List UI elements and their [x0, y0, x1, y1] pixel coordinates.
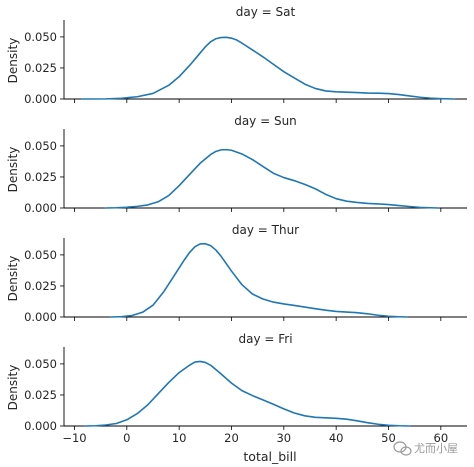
x-tick-label: 40	[329, 431, 344, 445]
x-tick-label: 10	[172, 431, 187, 445]
watermark-text: 尤而小屋	[414, 442, 458, 455]
y-tick-label: 0.050	[24, 357, 57, 371]
x-tick-label: 30	[276, 431, 291, 445]
y-axis-label: Density	[6, 147, 20, 193]
x-tick-label: 60	[434, 431, 449, 445]
x-tick-label: 0	[123, 431, 130, 445]
x-tick-label: 20	[224, 431, 239, 445]
y-tick-label: 0.050	[24, 248, 57, 262]
facet-panel: day = Thur Density 0.000 0.025 0.050	[6, 223, 467, 324]
watermark: 尤而小屋	[393, 441, 458, 456]
x-tick-label: −10	[62, 431, 86, 445]
x-tick-label: 50	[381, 431, 396, 445]
x-axis-label: total_bill	[243, 449, 296, 464]
panel-title: day = Fri	[238, 332, 292, 346]
y-tick-label: 0.025	[24, 170, 57, 184]
y-axis-label: Density	[6, 365, 20, 411]
kde-curve	[105, 148, 440, 209]
facet-panel: day = Fri Density 0.000 0.025 0.050	[6, 332, 467, 433]
y-tick-label: 0.000	[24, 92, 57, 106]
y-tick-label: 0.000	[24, 419, 57, 433]
y-tick-label: 0.025	[24, 279, 57, 293]
kde-curve	[81, 36, 455, 100]
kde-curve	[84, 360, 411, 427]
panel-title: day = Sun	[234, 114, 297, 128]
y-tick-label: 0.025	[24, 388, 57, 402]
y-tick-label: 0.050	[24, 30, 57, 44]
y-axis-label: Density	[6, 256, 20, 302]
wechat-icon	[393, 441, 412, 456]
facet-panel: day = Sat Density 0.000 0.025 0.050	[6, 5, 467, 106]
panel-title: day = Thur	[232, 223, 299, 237]
kde-curve	[110, 242, 408, 318]
y-tick-label: 0.025	[24, 61, 57, 75]
y-tick-label: 0.000	[24, 310, 57, 324]
y-tick-label: 0.000	[24, 201, 57, 215]
facet-panel: day = Sun Density 0.000 0.025 0.050	[6, 114, 467, 215]
shared-x-axis: −10 0 10 20 30 40 50 60	[62, 431, 448, 445]
y-tick-label: 0.050	[24, 139, 57, 153]
y-axis-label: Density	[6, 38, 20, 84]
panel-title: day = Sat	[236, 5, 296, 19]
